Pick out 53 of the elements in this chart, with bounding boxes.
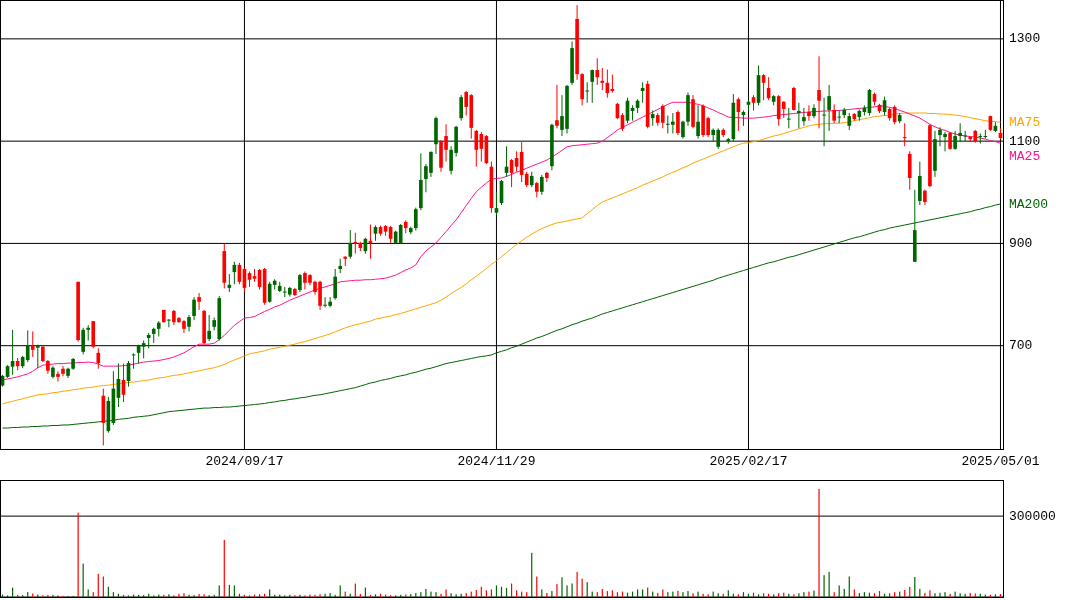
y-tick-label: 300000 [1009, 508, 1056, 524]
series-label: MA25 [1009, 148, 1041, 164]
x-tick-label: 2024/11/29 [457, 454, 536, 469]
candlestick [398, 223, 403, 245]
x-tick-label: 2024/09/17 [205, 454, 284, 469]
candlestick [459, 94, 463, 122]
candlestick [832, 103, 836, 124]
candlestick [807, 104, 811, 122]
candlestick [540, 174, 544, 196]
candlestick [25, 329, 30, 363]
candlestick [696, 104, 700, 140]
y-tick-label: 900 [1009, 235, 1033, 251]
candlestick [81, 327, 85, 355]
candlestick [902, 122, 907, 147]
candlestick [192, 296, 196, 321]
candlestick [333, 268, 337, 301]
series-label: MA75 [1009, 114, 1041, 130]
x-tick-label: 2025/02/17 [709, 454, 788, 469]
candlestick [953, 130, 957, 151]
candlestick [827, 84, 831, 132]
candlestick [585, 81, 589, 104]
candlestick [86, 324, 91, 342]
candlestick [545, 171, 549, 183]
candlestick [802, 107, 806, 127]
candlestick [30, 330, 35, 358]
candlestick [197, 292, 201, 311]
candlestick [61, 365, 65, 377]
candlestick [797, 102, 801, 129]
y-tick-label: 1300 [1009, 31, 1041, 47]
candlestick [35, 344, 40, 369]
candlestick [10, 329, 15, 376]
candlestick [56, 370, 60, 382]
candlestick [414, 207, 418, 232]
candlestick [958, 122, 962, 143]
candlestick [590, 69, 595, 104]
candlestick [817, 55, 821, 129]
candlestick [786, 107, 791, 129]
candlestick [348, 229, 353, 260]
candlestick [595, 57, 600, 86]
x-tick-label: 2025/05/01 [961, 454, 1040, 469]
y-tick-label: 700 [1009, 338, 1033, 354]
candlestick [676, 109, 680, 136]
candlestick [207, 314, 211, 342]
candlestick [660, 103, 665, 129]
candlestick [96, 347, 101, 370]
candlestick [837, 109, 842, 124]
candlestick [474, 129, 479, 168]
candlestick [822, 97, 826, 147]
candlestick [600, 67, 605, 91]
y-tick-label: 1100 [1009, 133, 1041, 149]
candlestick [963, 130, 968, 142]
series-label: MA200 [1009, 196, 1049, 212]
candlestick [555, 84, 559, 129]
